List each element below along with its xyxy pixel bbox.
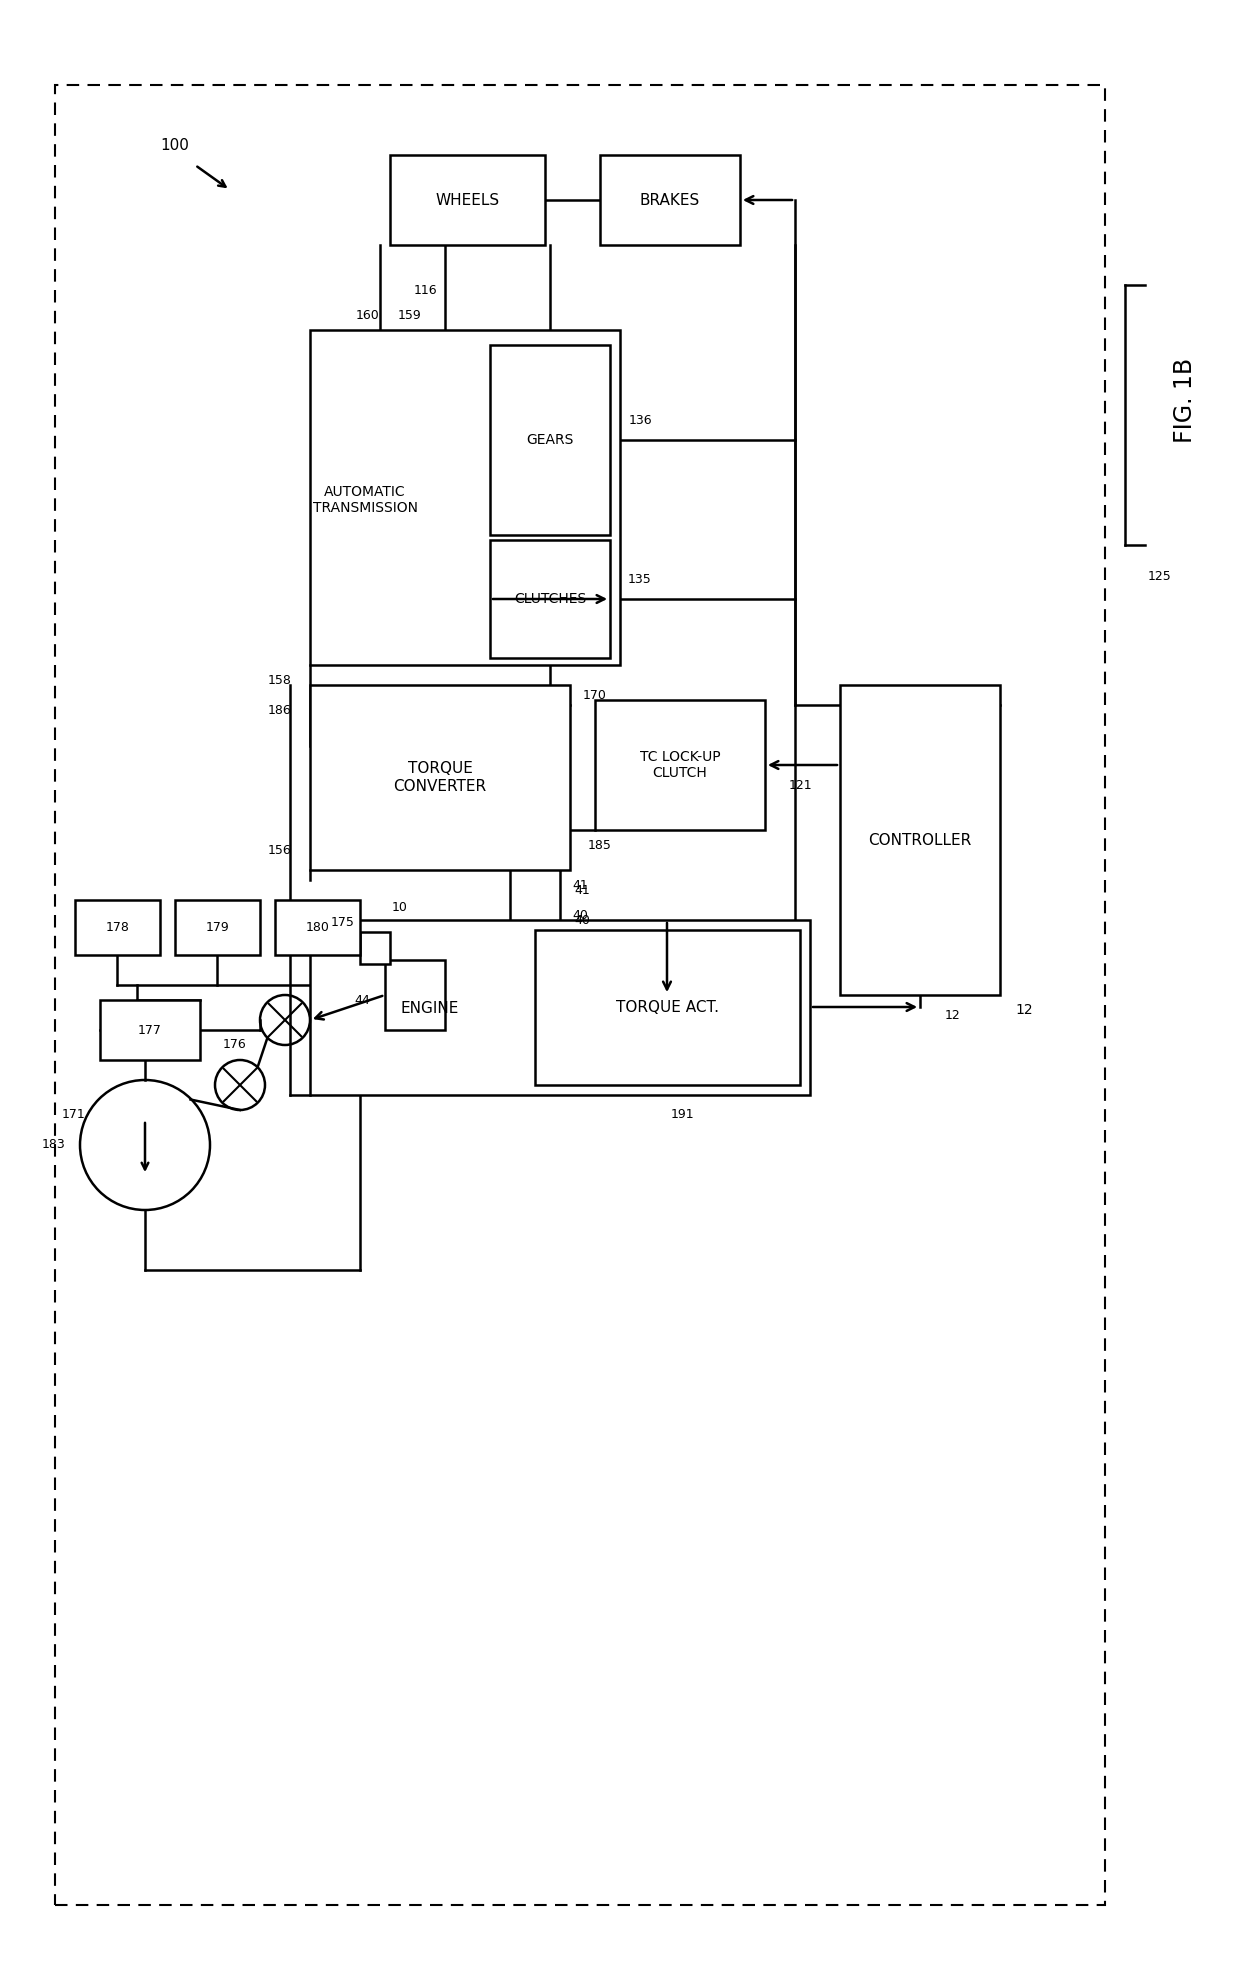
Text: 121: 121 — [789, 779, 812, 791]
Text: 180: 180 — [305, 922, 330, 934]
Text: 159: 159 — [398, 309, 422, 322]
Bar — [595, 700, 765, 831]
Text: TORQUE ACT.: TORQUE ACT. — [616, 1001, 719, 1015]
Text: 178: 178 — [105, 922, 129, 934]
Text: TC LOCK-UP
CLUTCH: TC LOCK-UP CLUTCH — [640, 750, 720, 779]
Bar — [360, 932, 391, 963]
Text: AUTOMATIC
TRANSMISSION: AUTOMATIC TRANSMISSION — [312, 485, 418, 514]
Text: WHEELS: WHEELS — [435, 192, 500, 208]
Text: BRAKES: BRAKES — [640, 192, 701, 208]
Text: FIG. 1B: FIG. 1B — [1173, 358, 1197, 443]
Text: ENGINE: ENGINE — [401, 1001, 459, 1015]
Text: 135: 135 — [629, 572, 652, 585]
Bar — [600, 154, 740, 245]
Text: 156: 156 — [268, 843, 291, 856]
Text: 177: 177 — [138, 1023, 162, 1036]
Bar — [310, 684, 570, 870]
Bar — [310, 920, 810, 1096]
Text: 158: 158 — [268, 673, 291, 686]
Text: CLUTCHES: CLUTCHES — [513, 591, 587, 605]
Text: 12: 12 — [1016, 1003, 1033, 1017]
Text: 41: 41 — [574, 884, 590, 896]
Text: 40: 40 — [572, 908, 588, 922]
Bar — [275, 900, 360, 955]
Text: 171: 171 — [61, 1108, 86, 1122]
Bar — [839, 684, 999, 995]
Bar — [490, 344, 610, 534]
Text: 186: 186 — [268, 704, 291, 716]
Bar — [490, 540, 610, 659]
Bar — [55, 85, 1105, 1905]
Text: 41: 41 — [572, 878, 588, 892]
Text: 100: 100 — [160, 138, 190, 152]
Text: 116: 116 — [413, 283, 436, 297]
Bar — [310, 330, 620, 665]
Text: 125: 125 — [1148, 570, 1172, 584]
Text: 170: 170 — [583, 688, 606, 702]
Text: 179: 179 — [206, 922, 229, 934]
Bar — [74, 900, 160, 955]
Text: 12: 12 — [945, 1009, 961, 1021]
Text: 176: 176 — [223, 1038, 247, 1052]
Text: 191: 191 — [670, 1108, 694, 1122]
Text: TORQUE
CONVERTER: TORQUE CONVERTER — [393, 762, 486, 793]
Bar — [391, 154, 546, 245]
Text: 160: 160 — [356, 309, 379, 322]
Text: 10: 10 — [392, 900, 408, 914]
Bar — [534, 930, 800, 1086]
Text: GEARS: GEARS — [526, 433, 574, 447]
Bar — [100, 1001, 200, 1060]
Text: 136: 136 — [629, 413, 652, 427]
Text: 44: 44 — [355, 993, 370, 1007]
Text: 183: 183 — [41, 1139, 64, 1151]
Bar — [175, 900, 260, 955]
Bar — [384, 959, 445, 1031]
Text: CONTROLLER: CONTROLLER — [868, 833, 972, 847]
Text: 175: 175 — [331, 916, 355, 928]
Text: 185: 185 — [588, 839, 611, 851]
Text: 40: 40 — [574, 914, 590, 926]
